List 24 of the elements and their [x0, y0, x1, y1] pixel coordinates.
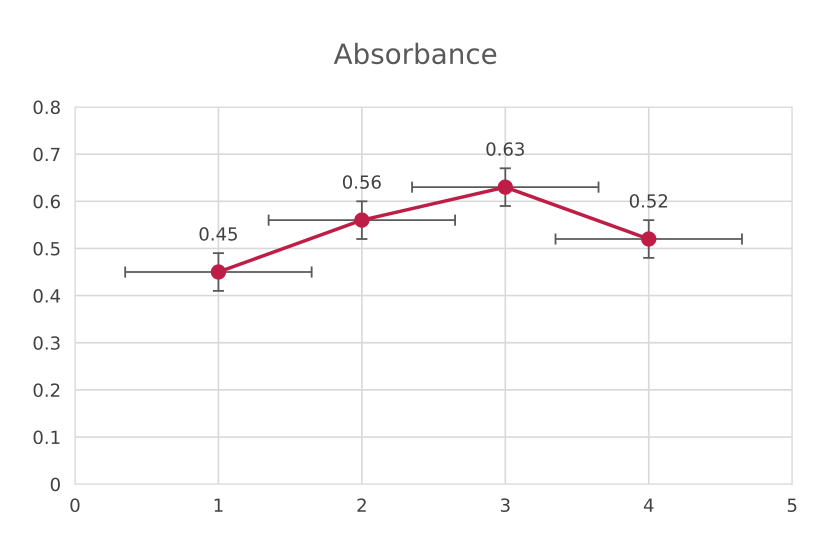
y-tick-label: 0.2	[34, 383, 60, 397]
chart-title: Absorbance	[334, 42, 496, 64]
y-tick-label: 0.6	[34, 194, 60, 208]
data-label: 0.56	[342, 175, 381, 189]
point	[641, 231, 656, 247]
data-label: 0.52	[630, 194, 668, 208]
y-tick-label: 0.3	[34, 336, 60, 350]
x-tick-label: 4	[644, 498, 654, 512]
x-tick-label: 0	[70, 498, 80, 512]
x-tick-label: 2	[357, 498, 366, 512]
point	[498, 180, 513, 195]
y-tick-label: 0.4	[34, 289, 60, 303]
point	[354, 212, 370, 228]
x-tick-label: 5	[788, 498, 796, 512]
x-tick-label: 3	[500, 498, 510, 512]
y-tick-label: 0.5	[34, 242, 60, 256]
x-tick-label: 1	[214, 498, 222, 512]
y-tick-label: 0.8	[34, 100, 60, 114]
data-label: 0.63	[486, 142, 524, 156]
y-tick-label: 0.1	[34, 430, 60, 444]
y-tick-label: 0.7	[34, 148, 60, 162]
data-label: 0.45	[200, 227, 237, 241]
y-tick-label: 0	[50, 478, 60, 492]
point	[210, 264, 226, 280]
